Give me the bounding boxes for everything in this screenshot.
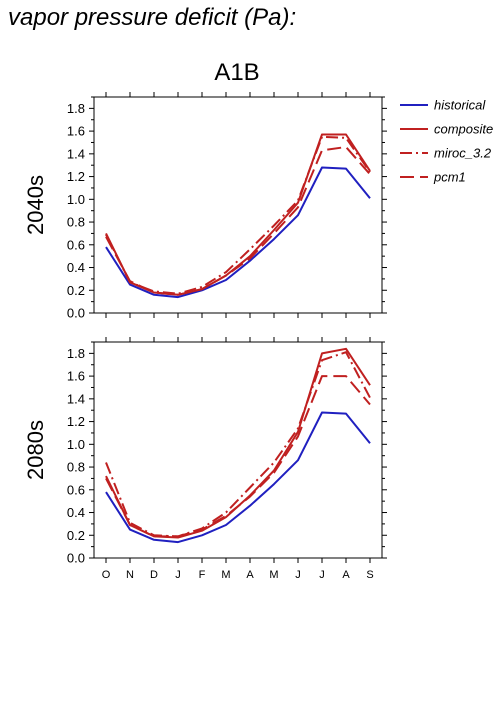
y-tick-label: 0.6 [67, 482, 85, 497]
y-tick-label: 1.6 [67, 124, 85, 139]
plot-frame [93, 96, 383, 314]
y-tick-label: 0.4 [67, 260, 85, 275]
y-tick-label: 0.8 [67, 215, 85, 230]
y-tick-label: 0.4 [67, 505, 85, 520]
x-tick-label: J [319, 569, 325, 581]
x-tick-label: N [126, 569, 134, 581]
y-tick-label: 0.0 [67, 551, 85, 566]
legend-item-pcm1: pcm1 [400, 170, 466, 185]
x-tick-label: O [102, 569, 111, 581]
x-tick-label: M [221, 569, 230, 581]
panel-label: 2080s [23, 420, 48, 480]
y-tick-label: 0.2 [67, 283, 85, 298]
series-line-pcm1 [105, 375, 371, 538]
legend-label: miroc_3.2 [434, 146, 492, 161]
page-title: vapor pressure deficit (Pa): [8, 4, 297, 31]
x-tick-label: S [366, 569, 373, 581]
panel-2040s: 0.0 0.2 0.4 0.6 0.8 1.0 1.2 1.4 1.6 1.8 2040s [23, 92, 387, 321]
legend-label: historical [434, 98, 486, 113]
legend-label: composite [434, 122, 493, 137]
panel-2080s: 0.0 0.2 0.4 0.6 0.8 1.0 1.2 1.4 1.6 1.8 O N D J F M A M J J… [23, 337, 387, 581]
x-tick-label: F [199, 569, 206, 581]
y-tick-label: 1.8 [67, 346, 85, 361]
x-tick-label: J [175, 569, 181, 581]
y-tick-label: 0.6 [67, 237, 85, 252]
y-tick-label: 1.8 [67, 101, 85, 116]
series-line-miroc_3.2 [105, 351, 371, 538]
legend-item-miroc_3.2: miroc_3.2 [400, 146, 492, 161]
y-tick-label: 1.2 [67, 169, 85, 184]
legend-item-historical: historical [400, 98, 486, 113]
x-tick-label: D [150, 569, 158, 581]
x-tick-label: A [246, 569, 254, 581]
series-line-historical [105, 166, 371, 299]
x-tick-label: M [269, 569, 278, 581]
legend: historical composite miroc_3.2 pcm1 [400, 98, 493, 185]
legend-item-composite: composite [400, 122, 493, 137]
y-tick-label: 0.0 [67, 306, 85, 321]
y-tick-label: 0.2 [67, 528, 85, 543]
y-tick-label: 1.0 [67, 437, 85, 452]
x-tick-label: A [342, 569, 350, 581]
y-tick-label: 1.6 [67, 369, 85, 384]
y-tick-label: 0.8 [67, 460, 85, 475]
y-tick-label: 1.4 [67, 146, 85, 161]
panel-label: 2040s [23, 175, 48, 235]
y-tick-label: 1.2 [67, 414, 85, 429]
legend-label: pcm1 [433, 170, 466, 185]
series-line-composite [105, 347, 371, 539]
series-line-pcm1 [105, 146, 371, 296]
panels-layer: 0.00.20.40.60.81.01.21.41.61.82040s0.00.… [23, 92, 387, 581]
series-line-historical [105, 411, 371, 544]
y-tick-label: 1.0 [67, 192, 85, 207]
x-tick-label: J [295, 569, 301, 581]
y-tick-label: 1.4 [67, 391, 85, 406]
plot-frame [93, 341, 383, 559]
scenario-title: A1B [214, 59, 259, 86]
